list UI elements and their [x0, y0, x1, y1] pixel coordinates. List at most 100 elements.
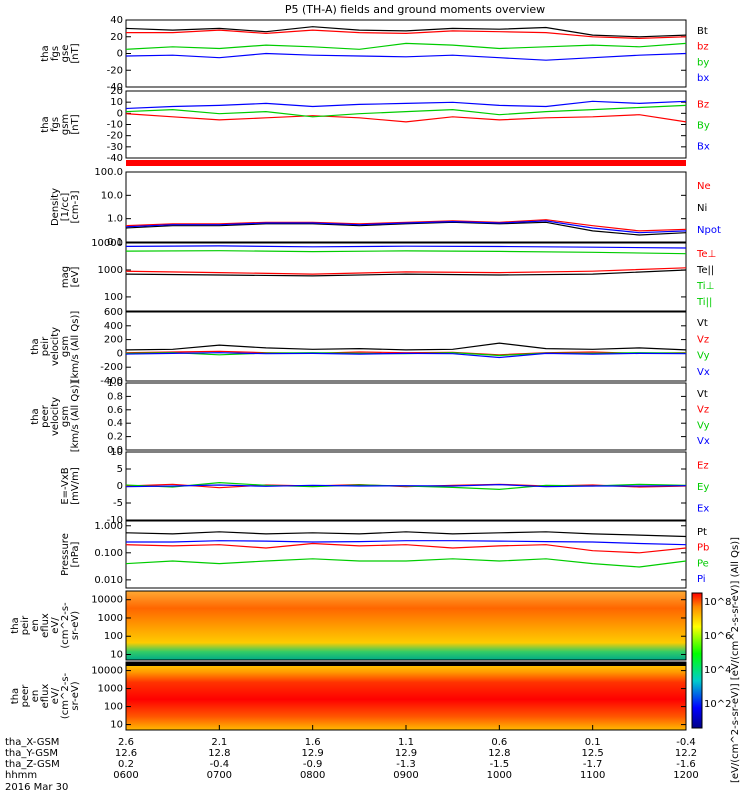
- y-axis-label-line: sr-eV): [70, 681, 81, 710]
- y-axis-label-line: [km/s (All Qs)]: [70, 381, 81, 453]
- y-tick-label: 0.1: [107, 237, 123, 248]
- series-line-Ez: [125, 483, 687, 489]
- y-tick-label: 100: [104, 702, 123, 713]
- series-line-Ti||: [125, 250, 687, 255]
- x-axis-ephemeris: tha_X-GSM 2.6 2.1 1.6 1.1 0.6 0.1 -0.4 tha_Y-GSM…: [5, 725, 699, 793]
- ephemeris-value: -0.9: [303, 759, 323, 770]
- y-tick-label: 100: [104, 631, 123, 642]
- y-axis-label-line: mag: [60, 266, 71, 288]
- panel-frame: [125, 242, 687, 312]
- y-tick-label: 10: [110, 97, 123, 108]
- series-line-by: [125, 42, 687, 50]
- legend-entry: Vy: [697, 351, 710, 362]
- y-tick-label: 10: [110, 650, 123, 661]
- panel-peir_en_eflux: 10000 1000 100 10 tha peir en eflux eV/(cm^2-s-s…: [10, 590, 687, 661]
- legend-entry: Bx: [697, 142, 710, 153]
- ephemeris-row-label: tha_Z-GSM: [5, 759, 60, 770]
- colorbar-tick-label: 10^6: [704, 631, 731, 642]
- y-axis-label-line: velocity: [50, 397, 61, 436]
- legend-entry: Ti||: [696, 297, 712, 308]
- y-axis-label-line: [nT]: [70, 43, 81, 63]
- y-tick-label: -5: [113, 498, 123, 509]
- ephemeris-value: 0800: [300, 770, 325, 781]
- series-line-Pi: [126, 540, 687, 546]
- ephemeris-value: 1200: [673, 770, 698, 781]
- series-line-Pt: [125, 531, 687, 538]
- panel-peer_en_eflux: 10000 1000 100 10 tha peer en eflux eV/(cm^2-s-s…: [10, 661, 687, 731]
- ephemeris-value: 1.6: [305, 737, 321, 748]
- ephemeris-value: 12.6: [115, 748, 137, 759]
- panel-fgs_gse: 40 20 0 -20 -40 tha fgs gse [nT] Bt bz by bx: [40, 15, 709, 93]
- series-line-Vx: [125, 352, 687, 359]
- legend-entry: Bt: [697, 26, 708, 37]
- y-tick-label: 0.8: [107, 391, 123, 402]
- legend-entry: Ne: [697, 181, 711, 192]
- panel-efield: 10 5 0 -5 -10 E=-VxB [mV/m] Ez Ey Ex: [60, 447, 709, 526]
- y-axis-label-line: fgs: [50, 46, 61, 61]
- y-tick-label: 5: [117, 464, 123, 475]
- ephemeris-value: -1.7: [583, 759, 603, 770]
- y-axis-label-line: tha: [30, 338, 41, 354]
- y-tick-label: -200: [100, 362, 123, 373]
- series-line-Bz: [125, 113, 687, 123]
- colorbar-label: [eV/(cm^2-s-sr-eV)] [eV/(cm^2-s-sr-eV)] …: [730, 537, 741, 783]
- legend-entry: Vt: [697, 318, 708, 329]
- ephemeris-value: 12.5: [582, 748, 604, 759]
- series-line-Ne: [125, 219, 687, 232]
- ephemeris-row-label: tha_X-GSM: [5, 737, 59, 748]
- y-tick-label: -20: [107, 131, 123, 142]
- legend-entry: by: [697, 57, 709, 68]
- panel-frame: [125, 171, 687, 243]
- panel-frame: [125, 90, 687, 159]
- y-axis-label-line: [nT]: [70, 114, 81, 134]
- panel-temperature: 10000 1000 100 mag [eV] Te⊥ Te|| Ti⊥ Ti||: [60, 238, 716, 312]
- y-tick-label: 600: [104, 307, 123, 318]
- legend-entry: Pe: [697, 558, 709, 569]
- y-axis-label-line: velocity: [50, 327, 61, 366]
- ephemeris-row-label: tha_Y-GSM: [5, 748, 58, 759]
- y-axis-label-line: E=-VxB: [60, 467, 71, 504]
- ephemeris-value: 0600: [113, 770, 138, 781]
- y-axis-label-line: tha: [40, 45, 51, 61]
- y-tick-label: 0: [117, 49, 123, 60]
- series-line-Ni: [125, 221, 687, 236]
- y-tick-label: 400: [104, 321, 123, 332]
- y-axis-label-line: en: [30, 619, 41, 632]
- legend-entry: Ti⊥: [696, 281, 714, 292]
- y-tick-label: 200: [104, 335, 123, 346]
- y-axis-label-line: tha: [40, 116, 51, 132]
- y-tick-label: 10000: [91, 595, 123, 606]
- panel-frame: [125, 311, 687, 382]
- ephemeris-value: 0.2: [118, 759, 134, 770]
- legend-entry: Bz: [697, 100, 709, 111]
- ephemeris-value: 0900: [393, 770, 418, 781]
- y-axis-label-line: peir: [20, 615, 31, 635]
- ephemeris-value: -0.4: [676, 737, 696, 748]
- legend-entry: Npot: [697, 225, 721, 236]
- y-tick-label: -20: [107, 65, 123, 76]
- y-axis-label-line: gsm: [60, 114, 71, 135]
- ephemeris-value: -1.5: [490, 759, 510, 770]
- y-axis-label-line: [eV]: [70, 267, 81, 288]
- legend-entry: bz: [697, 42, 709, 53]
- series-line-Te⊥: [125, 267, 687, 275]
- ephemeris-value: -1.6: [676, 759, 696, 770]
- ephemeris-value: -0.4: [210, 759, 230, 770]
- panel-frame: [125, 520, 687, 589]
- y-tick-label: -10: [107, 515, 123, 526]
- y-axis-label-line: tha: [10, 688, 21, 704]
- y-tick-label: 0.100: [94, 548, 123, 559]
- panel-pressure: 1.000 0.100 0.010 Pressure [nPa] Pt Pb Pe Pi: [60, 520, 709, 589]
- ephemeris-value: 12.9: [302, 748, 324, 759]
- y-tick-label: 10: [110, 720, 123, 731]
- legend-entry: Vx: [697, 436, 710, 447]
- panel-density: 100.0 10.0 1.0 0.1 Density [1/cc] [cm-3] Ne Ni Np…: [50, 167, 721, 248]
- ephemeris-value: -1.3: [396, 759, 416, 770]
- y-axis-label-line: peir: [40, 336, 51, 356]
- y-tick-label: 1000: [98, 613, 123, 624]
- ephemeris-value: 1.1: [398, 737, 414, 748]
- y-axis-label-line: (cm^2-s-: [60, 602, 71, 649]
- y-axis-label-line: [km/s (All Qs)]: [70, 311, 81, 383]
- series-line-Vz: [125, 350, 687, 356]
